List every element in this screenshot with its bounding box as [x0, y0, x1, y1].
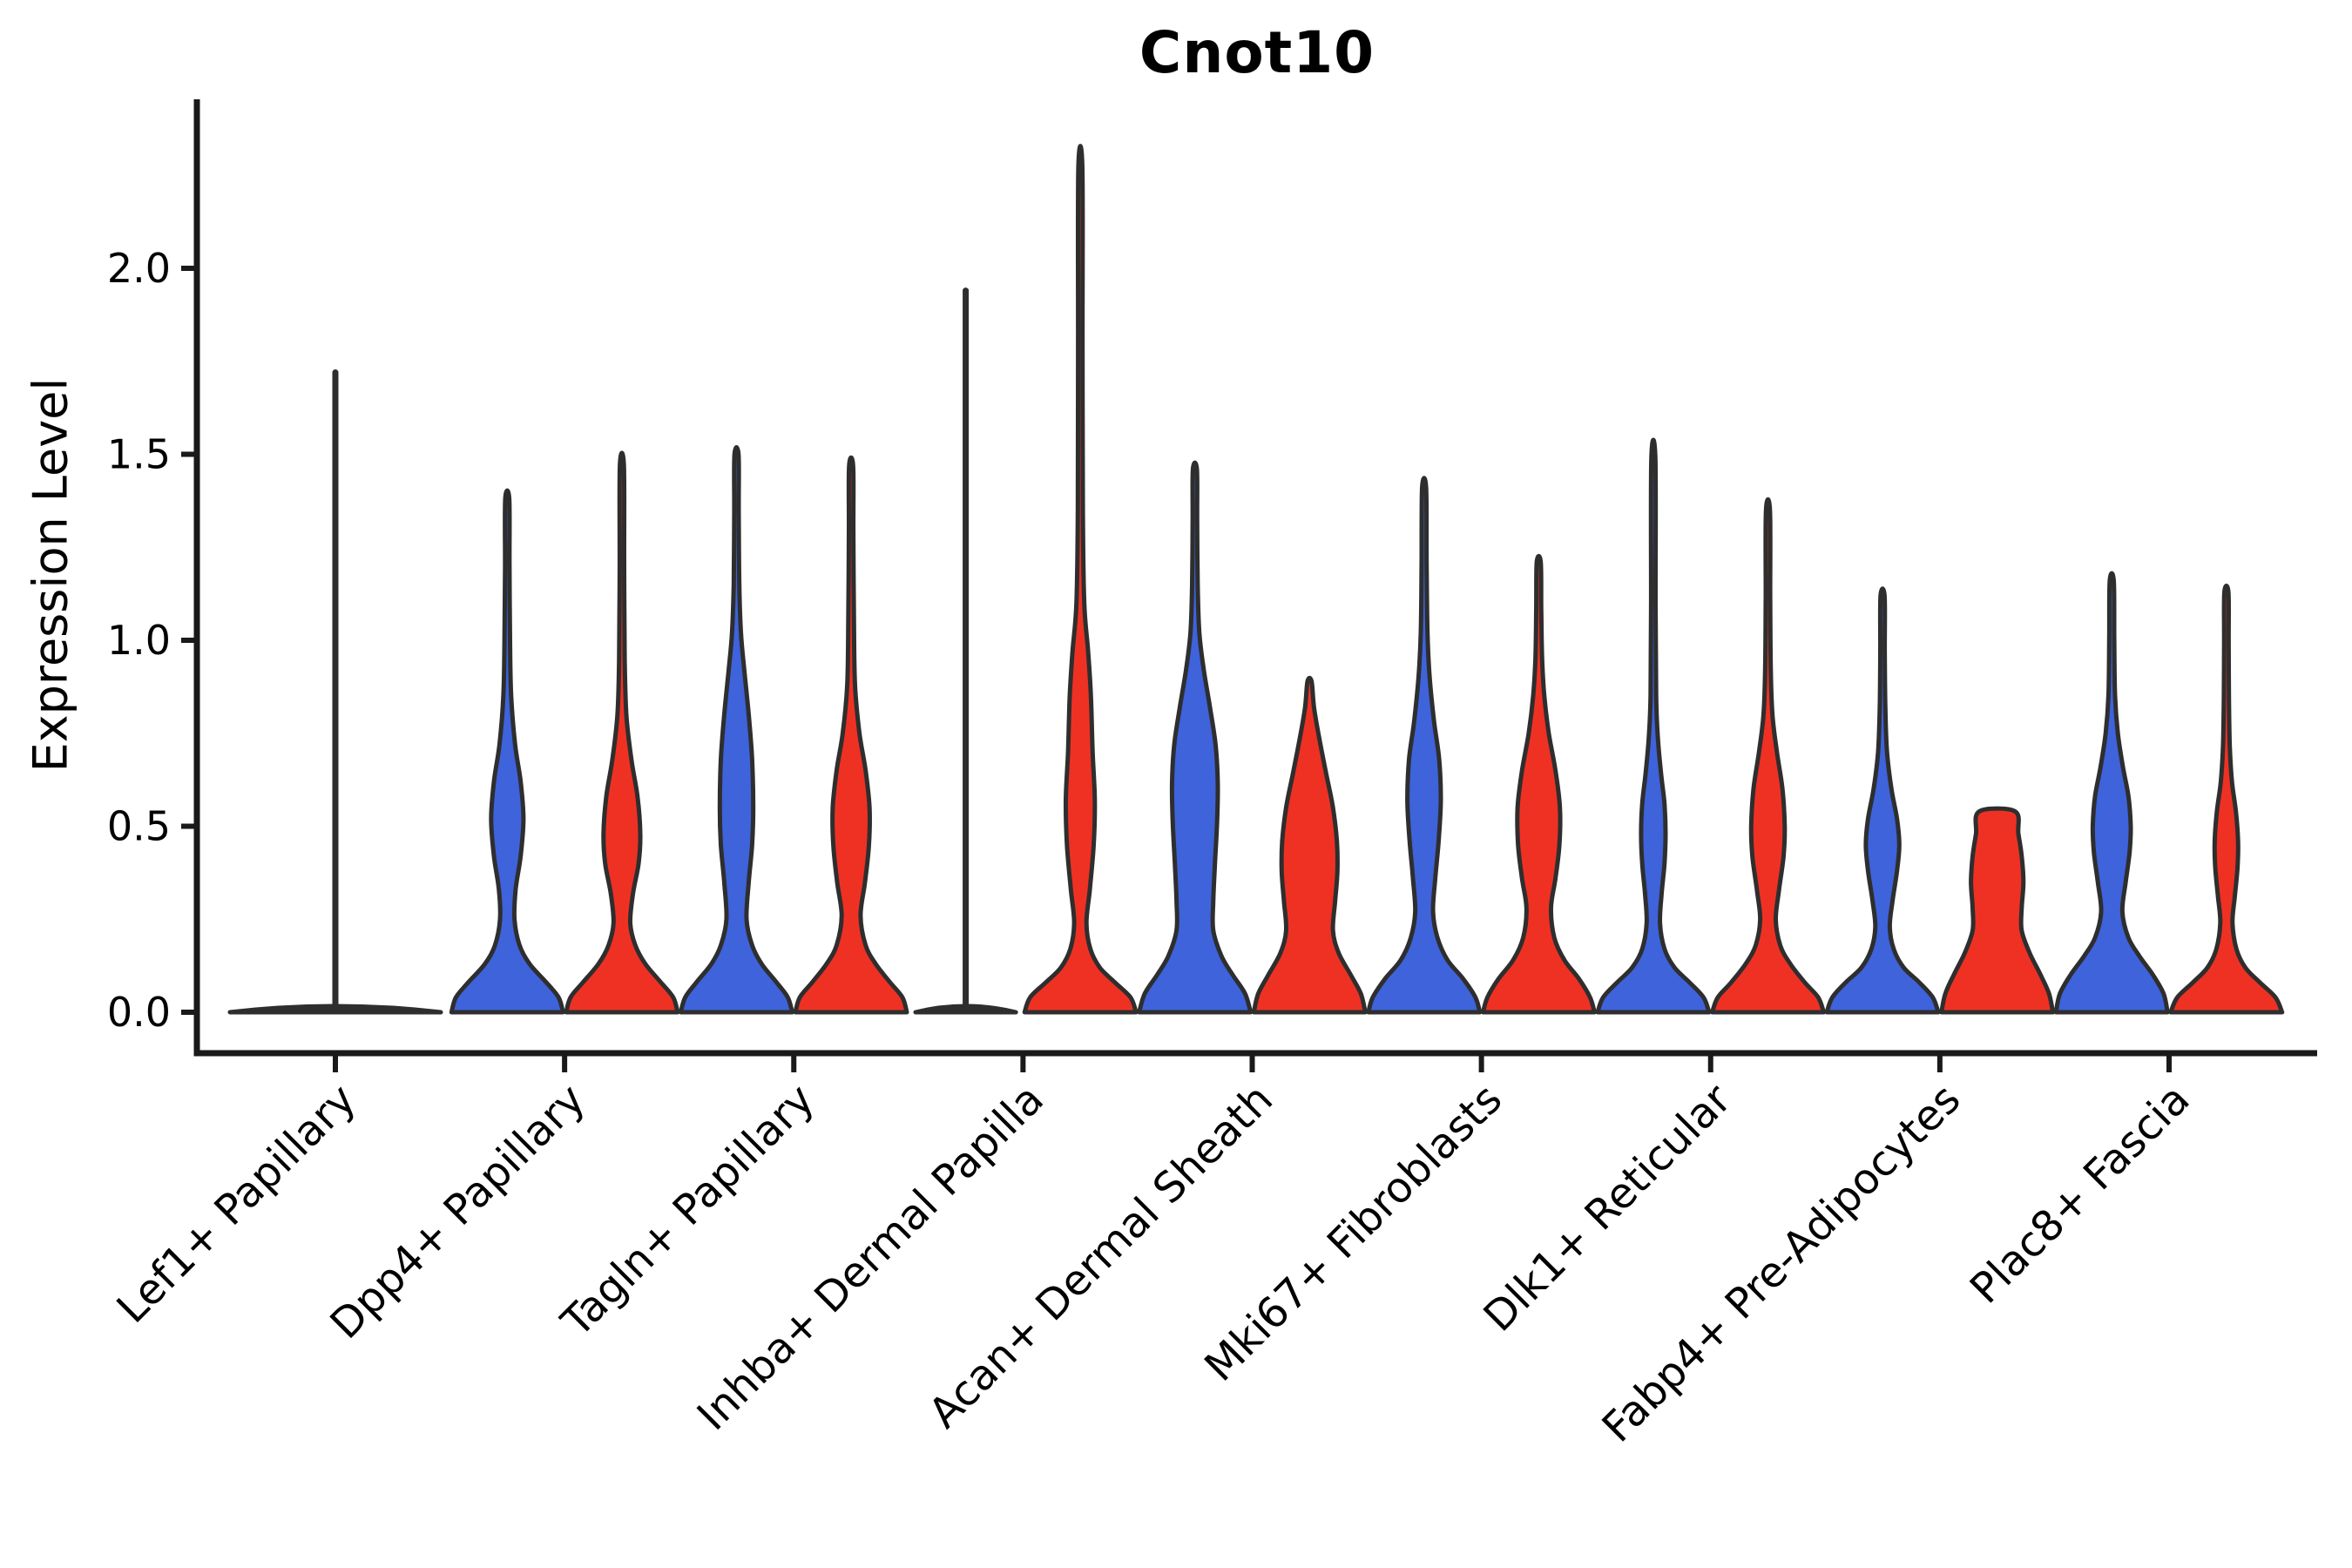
violin-red [793, 455, 909, 1015]
violin-blue [1824, 586, 1941, 1015]
violin-red [1939, 806, 2056, 1015]
violin-red [2168, 584, 2285, 1015]
violin-blue [1595, 437, 1712, 1015]
x-tick-label: Dpp4+ Papillary [321, 1075, 595, 1348]
chart-title: Cnot10 [1139, 19, 1375, 86]
violin-blue [1137, 460, 1254, 1015]
x-tick-label: Plac8+ Fascia [1961, 1075, 2200, 1314]
x-tick-label: Dlk1+ Reticular [1475, 1075, 1741, 1342]
y-tick-label: 1.0 [107, 617, 171, 664]
x-tick-label: Tagln+ Papillary [551, 1075, 823, 1347]
violin-blue [2053, 571, 2170, 1015]
y-tick-label: 2.0 [107, 245, 171, 292]
violin-blue [1366, 476, 1483, 1015]
violin-blue [679, 444, 794, 1015]
violin-red [1710, 497, 1827, 1015]
x-tick-label: Lef1+ Papillary [108, 1075, 366, 1333]
y-tick-label: 1.5 [107, 431, 171, 478]
violin-red [564, 450, 680, 1015]
violin-blue [449, 488, 565, 1015]
y-tick-label: 0.5 [107, 803, 171, 850]
violin-red [1480, 553, 1597, 1015]
y-tick-label: 0.0 [107, 989, 171, 1036]
violin-red [1022, 144, 1139, 1015]
violin-red [1251, 675, 1368, 1015]
